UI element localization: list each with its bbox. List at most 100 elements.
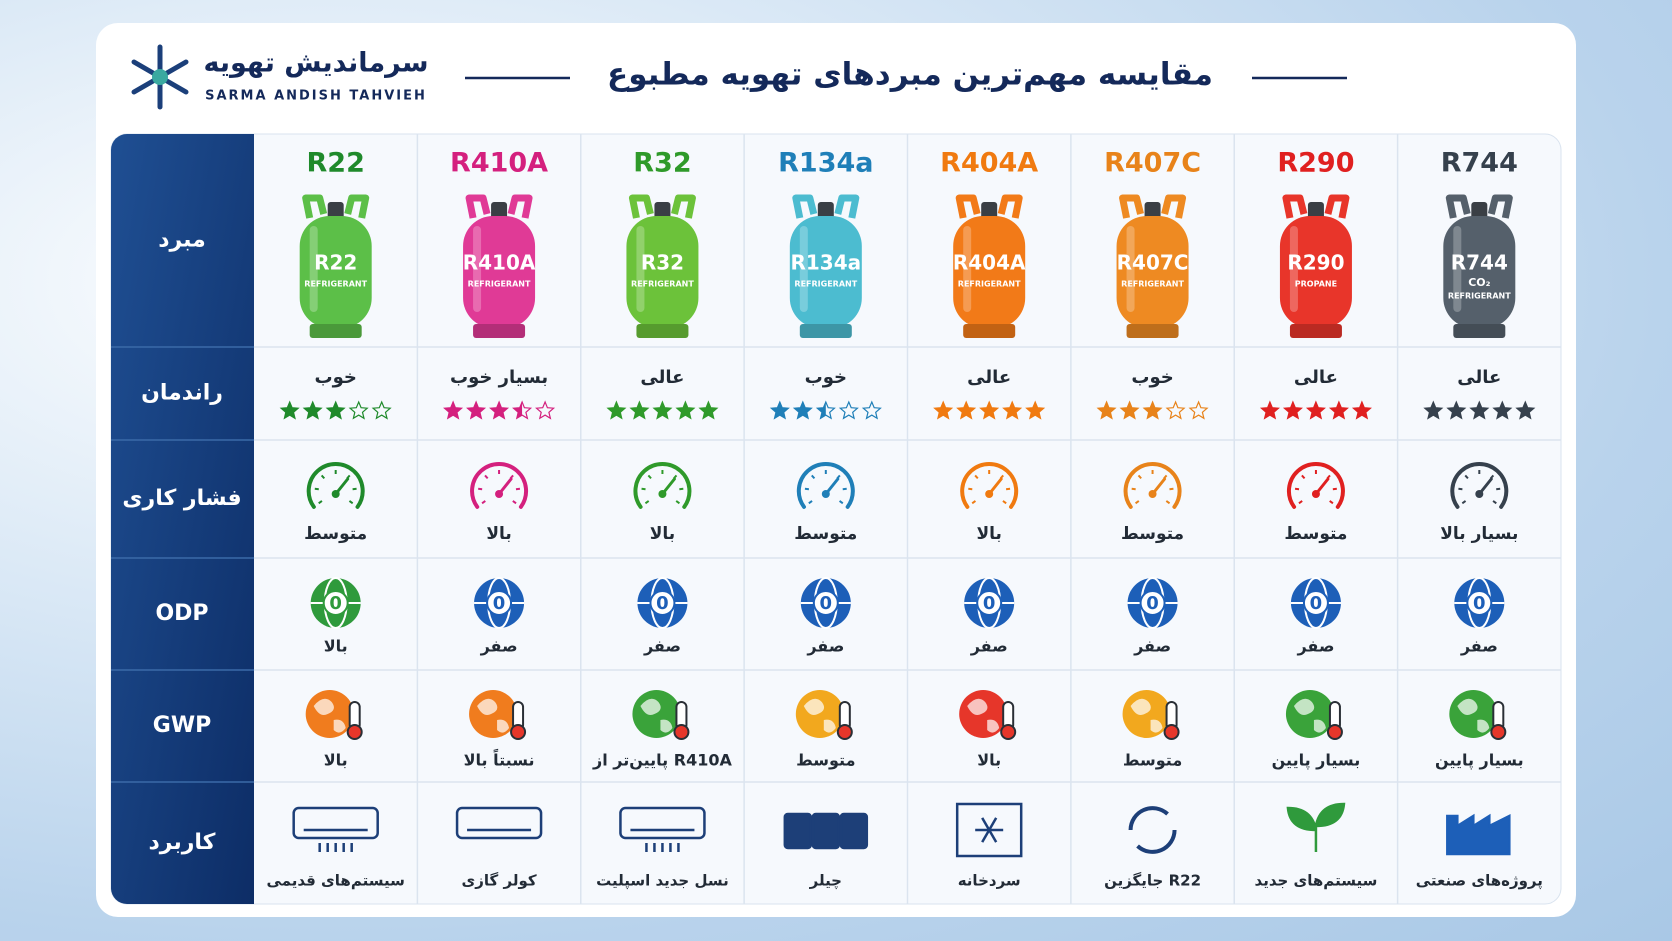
gauge-tick [644,500,650,505]
gauge-tick [971,500,977,505]
star-outline [1165,400,1186,420]
cylinder-label: R22 [314,251,357,275]
cylinder-body [299,216,372,328]
cylinder-base [309,324,362,338]
gauge-tick [1298,500,1303,505]
gauge-tick [348,500,354,505]
star [513,402,523,419]
cylinder-body [463,216,536,328]
star [1493,402,1511,419]
star-outline [371,400,392,420]
gwp-globe [1285,690,1334,738]
usage-icon [1286,802,1346,852]
cylinder-label: R32 [641,251,684,275]
chiller-box [783,812,813,850]
gauge-tick [808,500,813,505]
gauge-tick [1137,474,1142,480]
cylinder: R134a REFRIGERANT [789,194,862,338]
odp-badge [1466,590,1493,616]
row-header-band [111,134,254,904]
cylinder-base [1126,324,1179,338]
star [1261,402,1279,419]
cylinder-handle [1445,194,1513,219]
cylinder-body [789,216,862,328]
cylinder-valve [327,202,344,220]
gauge [470,462,529,509]
gauge-hub [821,490,830,498]
gauge-tick [1461,500,1467,505]
cylinder-handle [628,194,696,219]
cylinder-label: PROPANE [1295,280,1337,289]
gwp: بسیار پایین [1272,751,1361,771]
cylinder: R22 REFRIGERANT [299,194,372,338]
gauge-tick [1165,500,1171,505]
usage-icon [1128,806,1177,854]
odp-symbol: 0 [493,593,506,614]
globe-land [967,698,1000,733]
cylinder-shine [1289,226,1298,312]
gauge-tick [512,500,517,505]
row-label: راندمان [141,381,223,406]
star-outline [535,400,556,420]
gauge-tick [1134,500,1140,505]
gauge-tick [1002,500,1007,505]
gauge-tick [811,474,816,480]
cylinder-shine [1126,226,1135,312]
odp: صفر [1133,637,1171,656]
cylinder-label: R290 [1287,251,1344,275]
cylinder-label: REFRIGERANT [1121,280,1184,289]
refrigerant-name: R410A [450,148,548,179]
cylinder-valve [817,202,834,220]
gwp-globe [305,690,354,738]
cylinder-shine [473,226,482,312]
pressure: متوسط [1121,524,1184,544]
gauge-tick [838,500,844,505]
cylinder-label: R404A [953,251,1026,275]
row-label: GWP [153,713,211,738]
odp-symbol: 0 [983,593,996,614]
gauge-hub [1475,490,1484,498]
star-outline [838,400,859,420]
star [1330,402,1348,419]
gauge [796,462,855,509]
odp-symbol: 0 [1310,593,1323,614]
star [1470,402,1488,419]
cylinder: R410A REFRIGERANT [463,194,536,338]
star [676,402,694,419]
gauge-hub [1148,490,1157,498]
odp-badge [649,590,676,616]
usage-icon [1446,813,1511,856]
gauge-tick [318,500,323,505]
cylinder-label: R744 [1451,251,1508,275]
pressure: متوسط [794,524,857,544]
chiller-box [811,812,841,850]
efficiency: عالی [1294,367,1338,388]
star-outline [1188,400,1209,420]
efficiency: خوب [1131,367,1173,388]
cylinder-base [799,324,852,338]
gwp: متوسط [796,751,855,770]
refrigerant-name: R22 [307,148,365,179]
pressure: متوسط [1284,524,1347,544]
usage-icon [783,812,869,850]
pressure: بالا [486,524,511,544]
star-rating [1259,400,1372,420]
thermometer-bulb [836,724,853,740]
refrigerant-name: R290 [1277,148,1354,179]
gauge-tick [320,474,326,480]
plant [1286,802,1346,852]
refrigerant-name: R134a [778,148,873,179]
cylinder: R404A REFRIGERANT [953,194,1026,338]
efficiency: عالی [967,367,1011,388]
cylinder-base [636,324,689,338]
refrigerant-name: R744 [1441,148,1518,179]
star [1424,402,1442,419]
gauge [1123,462,1182,509]
star [1353,402,1371,419]
odp-badge [1139,590,1166,616]
thermometer-bulb [1326,724,1343,740]
star [699,402,717,419]
star-rating [1423,400,1536,420]
gauge-tick [484,474,489,480]
gwp-globe [1449,690,1498,738]
